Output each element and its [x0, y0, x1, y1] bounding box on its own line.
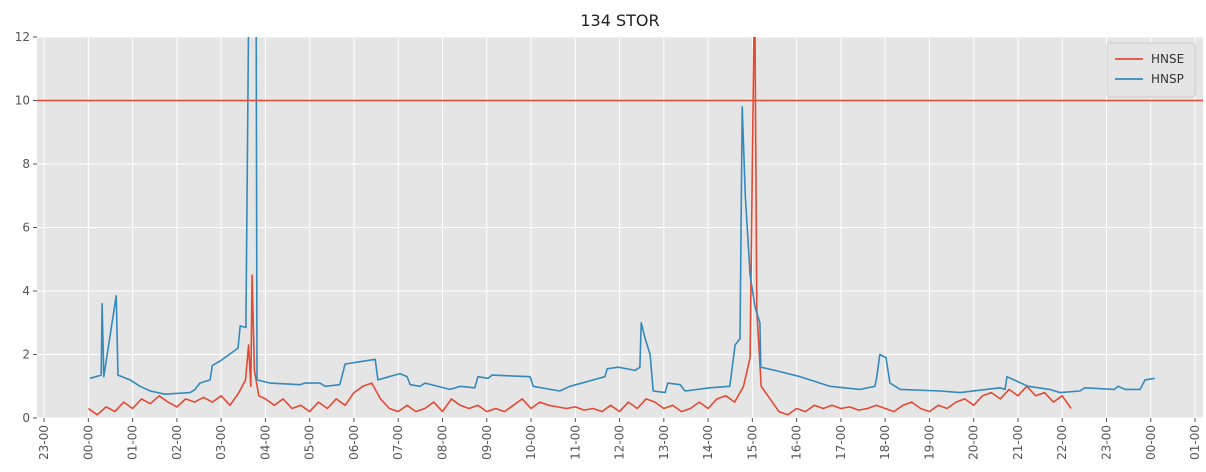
x-tick-label: 01-00 [1188, 425, 1202, 460]
x-tick-label: 14-00 [701, 425, 715, 460]
x-tick-label: 15-00 [745, 425, 759, 460]
x-tick-label: 10-00 [524, 425, 538, 460]
x-tick-label: 16-00 [790, 425, 804, 460]
legend-label: HNSE [1151, 52, 1184, 66]
y-tick-label: 2 [22, 348, 30, 362]
x-tick-label: 19-00 [922, 425, 936, 460]
series-line [89, 37, 1155, 395]
legend-box [1106, 42, 1196, 98]
x-tick-label: 17-00 [834, 425, 848, 460]
x-tick-label: 08-00 [435, 425, 449, 460]
x-tick-label: 03-00 [214, 425, 228, 460]
x-tick-label: 11-00 [568, 425, 582, 460]
x-tick-label: 00-00 [1144, 425, 1158, 460]
x-tick-label: 18-00 [878, 425, 892, 460]
x-tick-label: 00-00 [81, 425, 95, 460]
y-tick-label: 10 [15, 94, 30, 108]
plot-lines [37, 37, 1203, 416]
x-tick-label: 05-00 [303, 425, 317, 460]
x-tick-label: 13-00 [657, 425, 671, 460]
x-tick-label: 12-00 [613, 425, 627, 460]
chart-title: 134 STOR [580, 11, 659, 30]
y-tick-label: 12 [15, 30, 30, 44]
x-tick-label: 01-00 [126, 425, 140, 460]
y-tick-label: 4 [22, 284, 30, 298]
x-tick-label: 20-00 [967, 425, 981, 460]
x-tick-label: 09-00 [480, 425, 494, 460]
x-tick-label: 21-00 [1011, 425, 1025, 460]
x-tick-label: 06-00 [347, 425, 361, 460]
legend-label: HNSP [1151, 72, 1184, 86]
y-tick-label: 8 [22, 157, 30, 171]
y-tick-label: 6 [22, 221, 30, 235]
x-tick-label: 22-00 [1055, 425, 1069, 460]
x-tick-label: 23-00 [1099, 425, 1113, 460]
y-tick-label: 0 [22, 411, 30, 425]
x-tick-label: 23-00 [37, 425, 51, 460]
x-tick-label: 04-00 [258, 425, 272, 460]
x-tick-label: 02-00 [170, 425, 184, 460]
series-line [87, 37, 1072, 416]
x-tick-label: 07-00 [391, 425, 405, 460]
